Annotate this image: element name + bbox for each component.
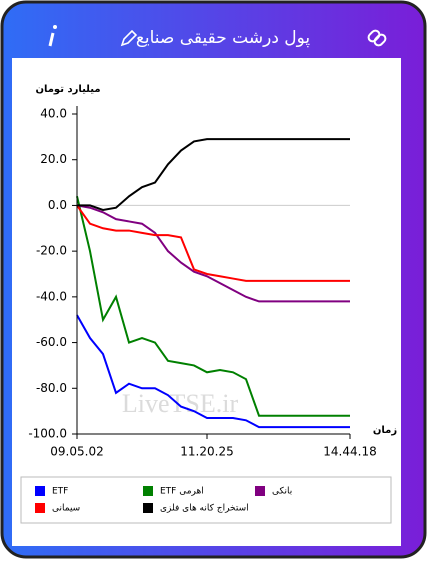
y-tick-label: 0.0	[48, 198, 67, 212]
legend-swatch	[35, 503, 45, 513]
series-line	[76, 204, 350, 282]
series-line	[76, 196, 350, 417]
y-tick-label: -100.0	[28, 427, 67, 441]
y-axis-title: میلیارد تومان	[35, 84, 100, 95]
y-tick-label: -80.0	[36, 381, 67, 395]
link-icon[interactable]	[367, 29, 387, 47]
legend-label: ETF اهرمی	[160, 487, 204, 497]
info-icon[interactable]	[48, 25, 57, 47]
series-line	[76, 204, 350, 303]
legend-label: بانکی	[272, 487, 292, 497]
y-tick-label: 40.0	[40, 107, 67, 121]
legend-box	[20, 476, 392, 524]
x-axis-title: زمان	[373, 425, 397, 436]
legend-swatch	[255, 486, 265, 496]
y-tick-label: -40.0	[36, 289, 67, 303]
y-tick-label: -20.0	[36, 244, 67, 258]
edit-icon[interactable]	[120, 29, 138, 47]
x-tick-label: 09.05.02	[50, 445, 103, 459]
legend-swatch	[35, 486, 45, 496]
legend-label: ETF	[52, 487, 68, 497]
legend-label: سیمانی	[52, 504, 80, 514]
watermark: LiveTSE.ir	[122, 389, 239, 418]
legend-swatch	[143, 486, 153, 496]
legend-swatch	[143, 503, 153, 513]
x-tick-label: 14.44.18	[323, 445, 376, 459]
series-line	[76, 314, 350, 429]
header-title: پول درشت حقیقی صنایع	[136, 28, 311, 48]
x-tick-label: 11.20.25	[180, 445, 233, 459]
series-line	[77, 138, 350, 212]
legend-label: استخراج کانه های فلزی	[160, 504, 249, 514]
y-tick-label: -60.0	[36, 335, 67, 349]
y-tick-label: 20.0	[40, 152, 67, 166]
